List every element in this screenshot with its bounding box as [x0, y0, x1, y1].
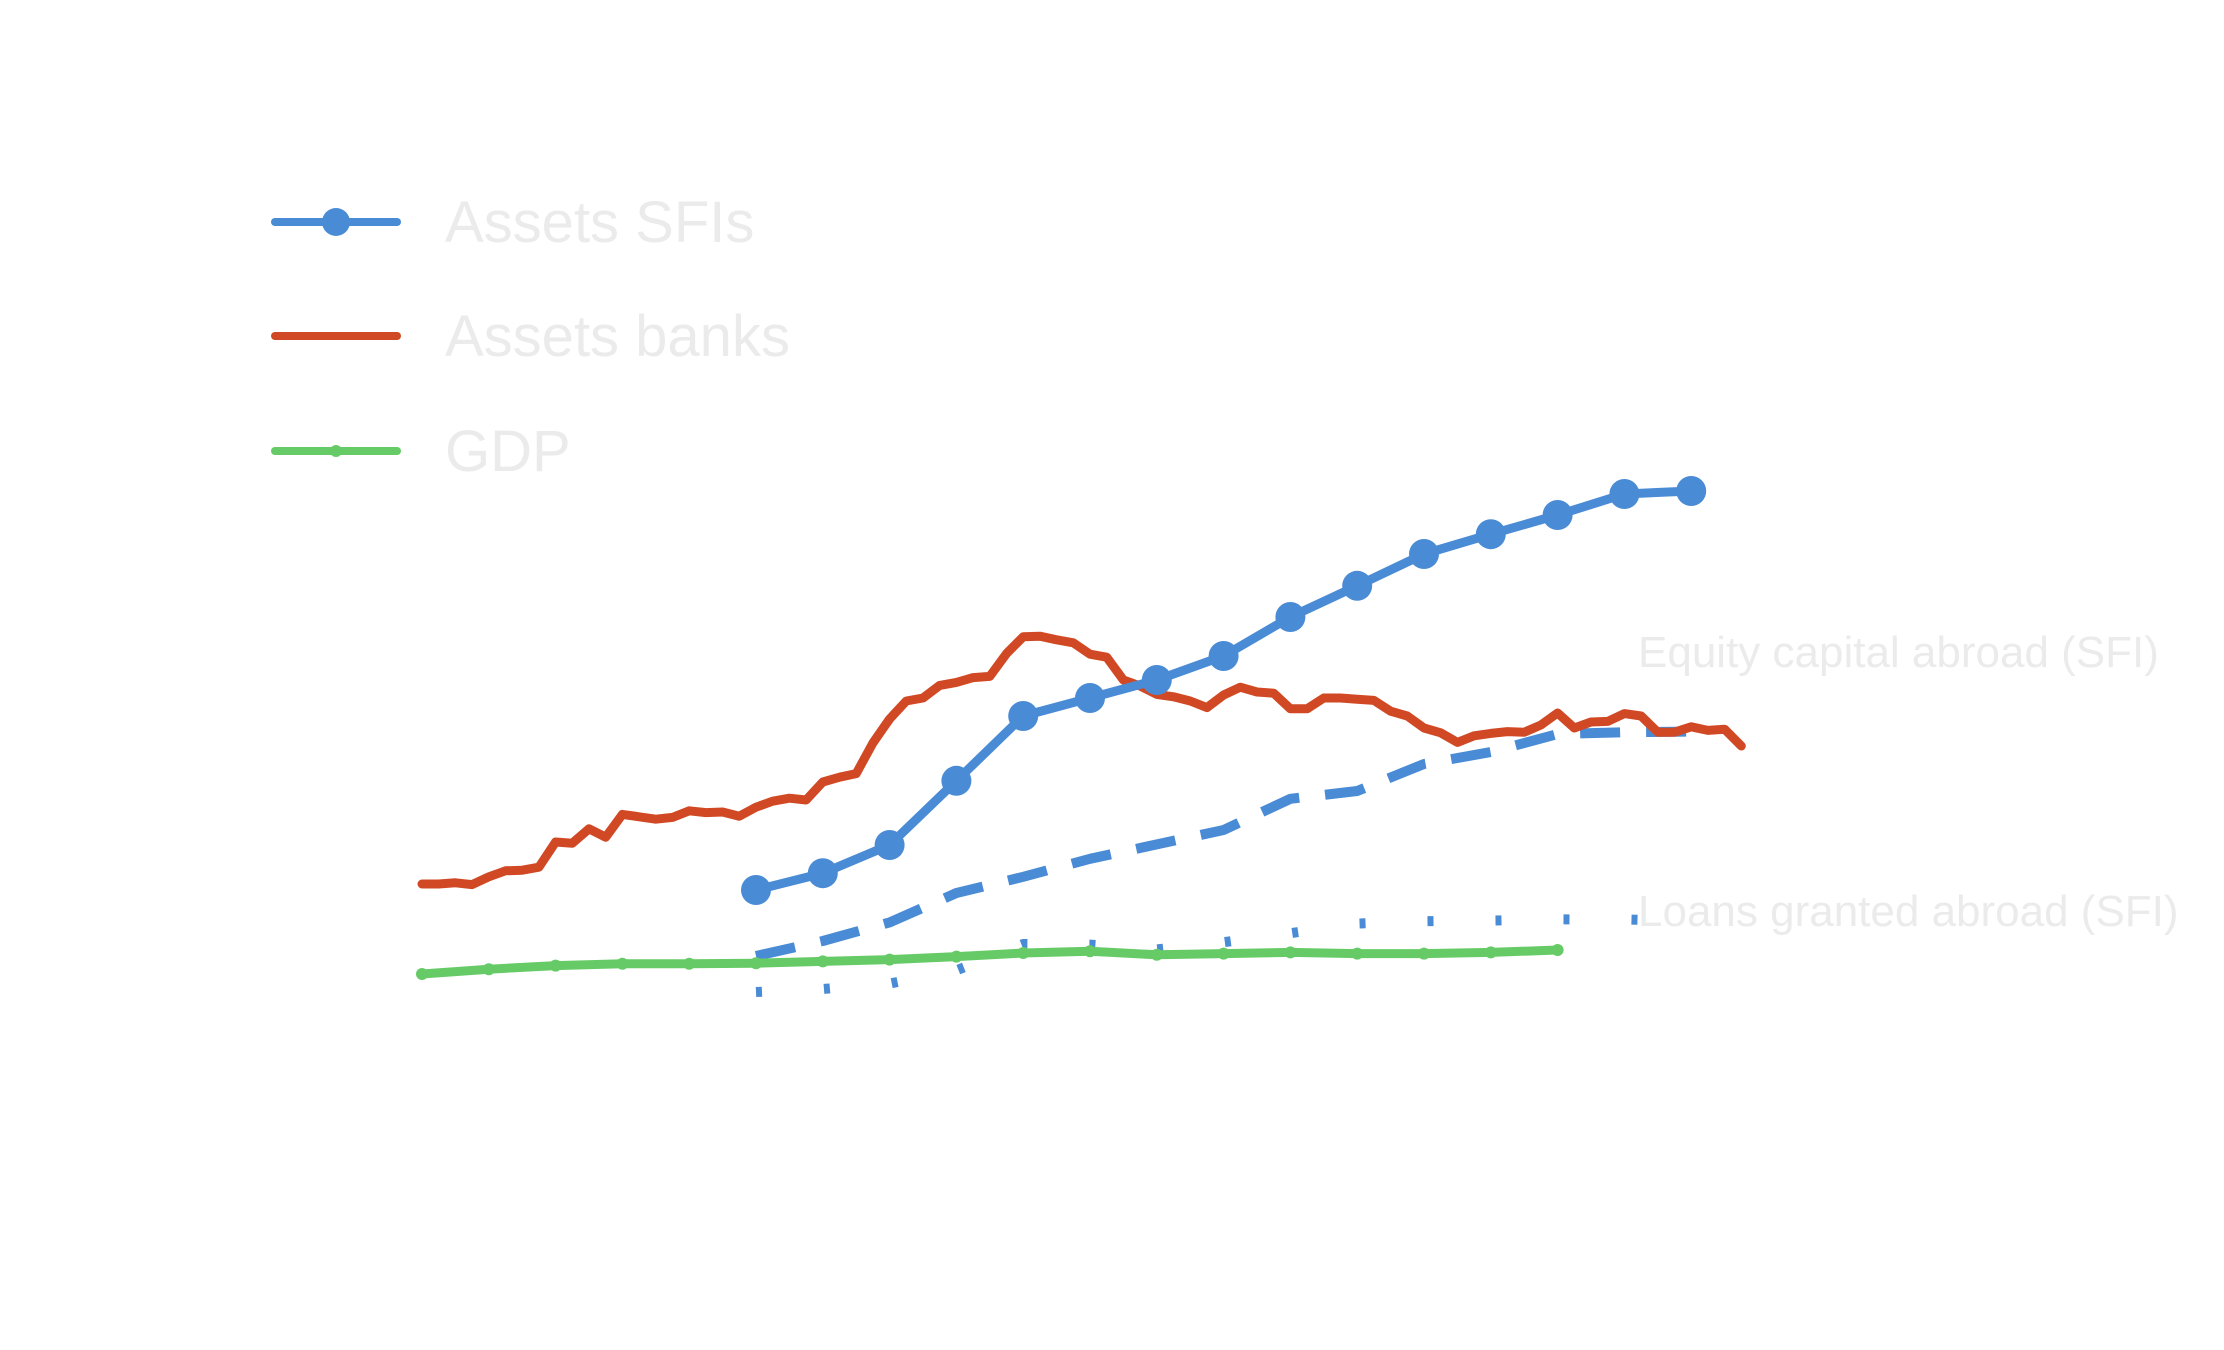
line-equity-abroad [754, 726, 1692, 961]
legend-marker-gdp [330, 445, 342, 457]
point-assets-sfis-8 [1275, 602, 1306, 632]
point-gdp-14 [1351, 947, 1364, 960]
point-gdp-2 [549, 959, 562, 972]
point-gdp-0 [416, 968, 428, 980]
point-gdp-10 [1084, 945, 1096, 958]
plot-area [416, 476, 1746, 997]
point-assets-sfis-7 [1208, 641, 1239, 671]
point-assets-sfis-12 [1542, 500, 1573, 530]
point-gdp-6 [816, 955, 829, 968]
point-assets-sfis-13 [1609, 479, 1640, 509]
point-assets-sfis-6 [1141, 665, 1172, 695]
point-assets-sfis-4 [1008, 701, 1039, 731]
legend-item-assets-banks: Assets banks [271, 304, 790, 369]
point-gdp-7 [883, 953, 896, 966]
point-assets-sfis-1 [807, 858, 838, 889]
point-gdp-5 [750, 957, 762, 970]
point-assets-sfis-11 [1475, 519, 1506, 550]
point-gdp-13 [1284, 946, 1297, 959]
series-gdp [416, 944, 1564, 980]
point-gdp-8 [950, 950, 963, 963]
series-assets-banks [417, 631, 1746, 890]
series-equity-abroad [754, 726, 1692, 961]
point-assets-sfis-5 [1075, 683, 1105, 713]
point-gdp-1 [482, 963, 495, 976]
legend-label-gdp: GDP [445, 419, 571, 484]
point-gdp-9 [1017, 947, 1030, 959]
point-assets-sfis-10 [1409, 539, 1439, 569]
point-assets-sfis-0 [741, 875, 771, 905]
line-assets-banks [417, 631, 1746, 890]
legend-item-assets-sfis: Assets SFIs [271, 190, 754, 255]
point-gdp-12 [1217, 947, 1230, 960]
point-gdp-17 [1551, 944, 1564, 956]
legend-label-assets-sfis: Assets SFIs [445, 190, 754, 255]
legend-label-assets-banks: Assets banks [445, 304, 790, 369]
legend-item-gdp: GDP [271, 419, 571, 484]
legend-marker-assets-sfis [322, 208, 350, 236]
point-assets-sfis-2 [874, 830, 905, 860]
legend-marker-assets-banks [332, 332, 340, 340]
point-assets-sfis-14 [1676, 476, 1707, 506]
point-assets-sfis-9 [1342, 570, 1373, 601]
point-gdp-3 [616, 957, 629, 970]
series-assets-sfis [741, 476, 1707, 905]
annotation-equity-capital-abroad: Equity capital abroad (SFI) [1638, 628, 2159, 677]
point-assets-sfis-3 [941, 765, 972, 796]
annotation-loans-granted-abroad: Loans granted abroad (SFI) [1638, 887, 2179, 936]
line-gdp [417, 945, 1563, 979]
point-gdp-11 [1150, 948, 1163, 961]
point-gdp-16 [1484, 946, 1497, 959]
point-gdp-15 [1418, 947, 1430, 960]
point-gdp-4 [683, 957, 696, 970]
legend: Assets SFIs Assets banks GDP [271, 190, 790, 484]
